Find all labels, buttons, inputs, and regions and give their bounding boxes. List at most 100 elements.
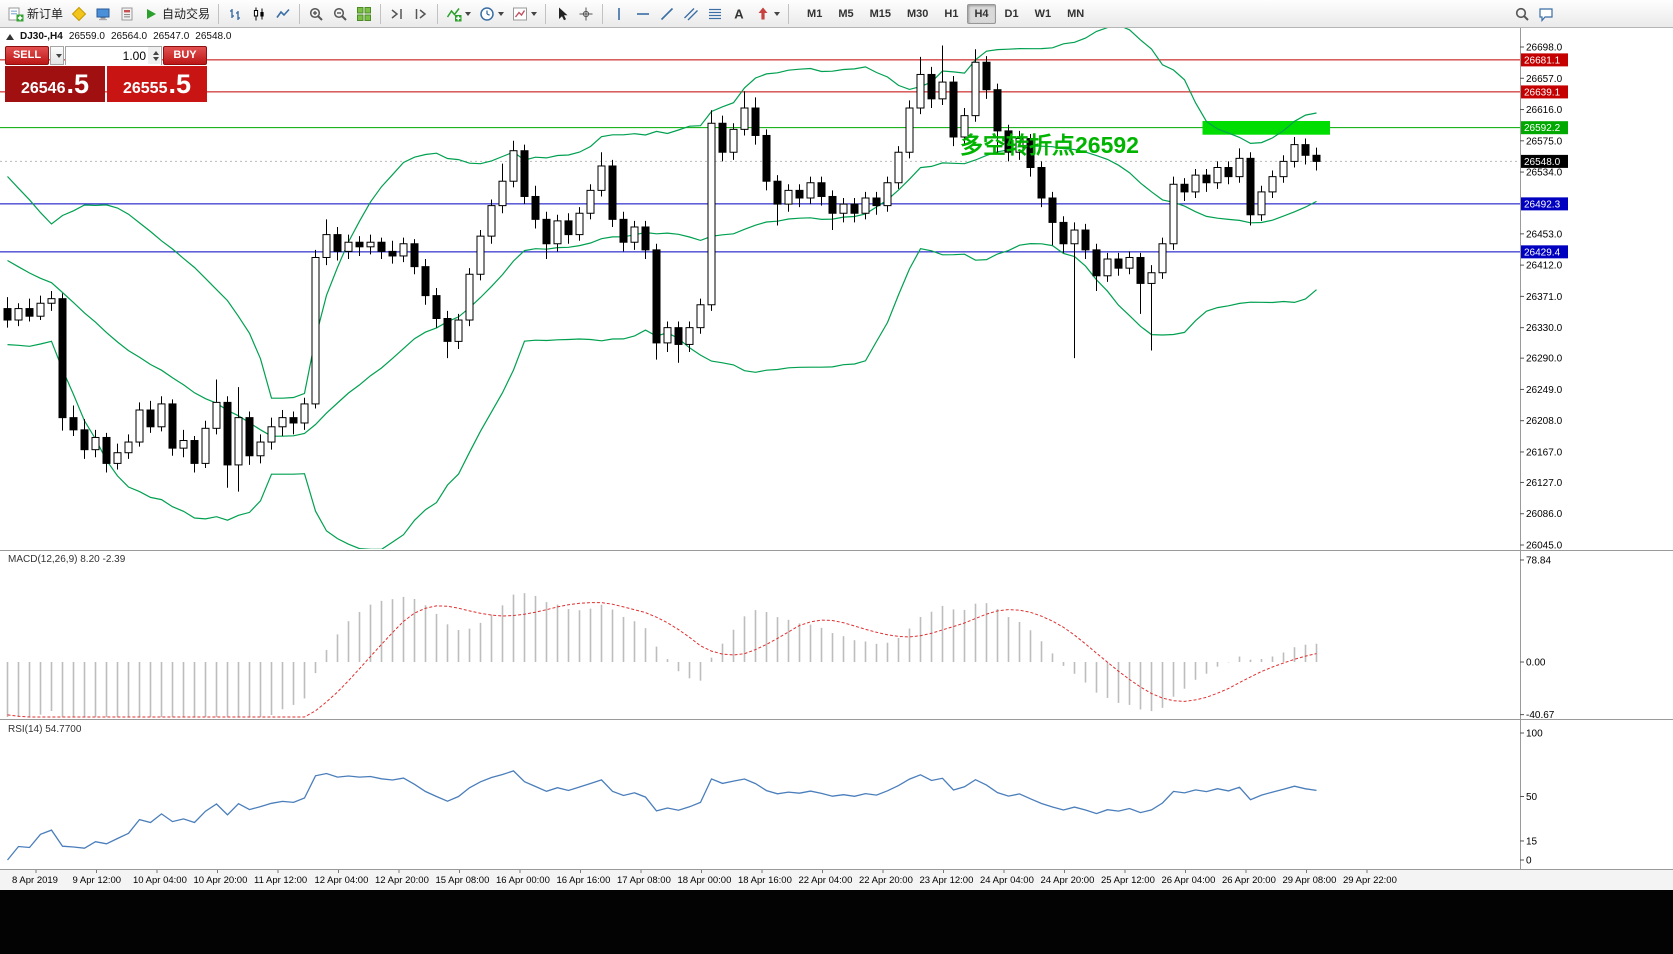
price-tick-label: 26453.0 xyxy=(1526,229,1563,240)
candlestick-button[interactable] xyxy=(247,2,271,26)
templates-button[interactable] xyxy=(508,2,541,26)
timeframe-mn[interactable]: MN xyxy=(1067,7,1085,20)
news-button[interactable] xyxy=(115,2,139,26)
timeframe-w1[interactable]: W1 xyxy=(1034,7,1052,20)
macd-signal-line xyxy=(7,602,1317,718)
price-scale[interactable]: 26698.0 26657.0 26616.0 26575.0 26534.0 26453… xyxy=(1520,43,1568,867)
time-label: 22 Apr 20:00 xyxy=(859,875,913,886)
time-axis[interactable]: 8 Apr 2019 9 Apr 12:00 10 Apr 04:00 10 Apr … xyxy=(0,869,1673,890)
crosshair-icon xyxy=(578,6,594,22)
fibonacci-button[interactable] xyxy=(703,2,727,26)
bar-chart-icon xyxy=(227,6,243,22)
toolbar-separator xyxy=(602,3,604,24)
timeframe-m30[interactable]: M30 xyxy=(907,7,929,20)
volume-field-wrap xyxy=(65,46,162,65)
timeframe-h1[interactable]: H1 xyxy=(944,7,959,20)
price-level-label: 26639.1 xyxy=(1524,87,1561,98)
periods-button[interactable] xyxy=(475,2,508,26)
macd-scale-label: -40.67 xyxy=(1526,710,1555,721)
timeframe-h4[interactable]: H4 xyxy=(967,3,996,24)
vline-button[interactable] xyxy=(607,2,631,26)
vline-icon xyxy=(611,6,627,22)
hline-button[interactable] xyxy=(631,2,655,26)
chart-shift-button[interactable] xyxy=(409,2,433,26)
timeframe-m5[interactable]: M5 xyxy=(838,7,854,20)
price-tick-label: 26412.0 xyxy=(1526,261,1563,272)
order-options-button[interactable] xyxy=(50,46,64,65)
templates-icon xyxy=(512,6,528,22)
svg-text:A: A xyxy=(734,6,744,21)
timeframe-d1[interactable]: D1 xyxy=(1004,7,1019,20)
tile-windows-button[interactable] xyxy=(352,2,376,26)
terminal-icon xyxy=(95,6,111,22)
candlestick-icon xyxy=(251,6,267,22)
channel-button[interactable] xyxy=(679,2,703,26)
one-click-collapse-icon[interactable] xyxy=(6,33,14,40)
time-label: 25 Apr 12:00 xyxy=(1101,875,1155,886)
periods-icon xyxy=(479,6,495,22)
price-tick-label: 26371.0 xyxy=(1526,292,1563,303)
volume-input[interactable] xyxy=(66,47,161,65)
indicators-button[interactable] xyxy=(442,2,475,26)
toolbar-separator xyxy=(545,3,547,24)
time-label: 17 Apr 08:00 xyxy=(617,875,671,886)
cursor-button[interactable] xyxy=(550,2,574,26)
zoom-out-button[interactable] xyxy=(328,2,352,26)
price-tick-label: 26616.0 xyxy=(1526,105,1563,116)
news-icon xyxy=(119,6,135,22)
one-click-prices: 26546 .5 26555 .5 xyxy=(5,66,207,102)
time-label: 16 Apr 00:00 xyxy=(496,875,550,886)
chart-header: DJ30-,H4 26559.0 26564.0 26547.0 26548.0 xyxy=(6,31,231,42)
arrows-button[interactable] xyxy=(751,2,784,26)
bid-price-panel[interactable]: 26546 .5 xyxy=(5,66,105,102)
search-icon xyxy=(1514,6,1530,22)
crosshair-button[interactable] xyxy=(574,2,598,26)
bar-chart-button[interactable] xyxy=(223,2,247,26)
time-label: 15 Apr 08:00 xyxy=(436,875,490,886)
time-label: 23 Apr 12:00 xyxy=(920,875,974,886)
dropdown-caret-icon xyxy=(55,53,62,58)
chat-button[interactable] xyxy=(1534,2,1558,26)
chart-low-value: 26547.0 xyxy=(153,31,190,42)
chart-symbol-period: DJ30-,H4 xyxy=(20,31,63,42)
zoom-in-button[interactable] xyxy=(304,2,328,26)
time-label: 16 Apr 16:00 xyxy=(557,875,611,886)
bottom-bar xyxy=(0,890,1673,954)
mql5-icon xyxy=(71,6,87,22)
volume-decrease-button[interactable] xyxy=(152,56,159,61)
mql5-button[interactable] xyxy=(67,2,91,26)
trendline-button[interactable] xyxy=(655,2,679,26)
time-label: 26 Apr 20:00 xyxy=(1222,875,1276,886)
text-button[interactable]: A xyxy=(727,2,751,26)
chart-close-value: 26548.0 xyxy=(195,31,232,42)
timeframe-m1[interactable]: M1 xyxy=(807,7,823,20)
price-tick-label: 26167.0 xyxy=(1526,447,1563,458)
volume-increase-button[interactable] xyxy=(152,50,159,55)
new-order-icon xyxy=(8,6,24,22)
bid-price-int: 26546 xyxy=(20,80,66,97)
autotrading-button[interactable]: 自动交易 xyxy=(139,2,214,26)
new-order-button[interactable]: 新订单 xyxy=(4,2,67,26)
candles xyxy=(3,45,1321,492)
scroll-end-button[interactable] xyxy=(385,2,409,26)
line-chart-button[interactable] xyxy=(271,2,295,26)
price-level-label: 26548.0 xyxy=(1524,157,1561,168)
new-order-label: 新订单 xyxy=(27,7,64,21)
sell-button[interactable]: SELL xyxy=(5,46,49,65)
ask-price-panel[interactable]: 26555 .5 xyxy=(107,66,207,102)
rsi-scale-label: 100 xyxy=(1526,729,1543,740)
dropdown-caret-icon xyxy=(531,11,538,16)
terminal-button[interactable] xyxy=(91,2,115,26)
dropdown-caret-icon xyxy=(774,11,781,16)
search-button[interactable] xyxy=(1510,2,1534,26)
one-click-controls: SELL BUY xyxy=(5,46,207,65)
buy-button[interactable]: BUY xyxy=(163,46,207,65)
rsi-scale-label: 15 xyxy=(1526,836,1538,847)
autotrading-label: 自动交易 xyxy=(162,7,211,21)
timeframe-m15[interactable]: M15 xyxy=(869,7,891,20)
toolbar-separator xyxy=(437,3,439,24)
hline-icon xyxy=(635,6,651,22)
price-tick-label: 26045.0 xyxy=(1526,541,1563,552)
price-tick-label: 26575.0 xyxy=(1526,136,1563,147)
